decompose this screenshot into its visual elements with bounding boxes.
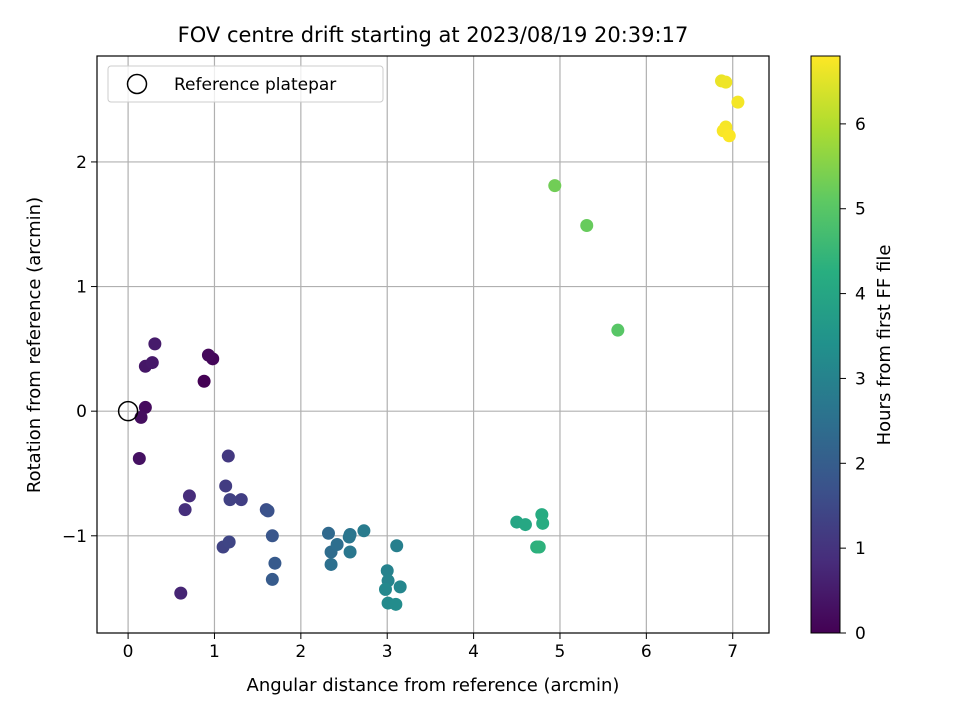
colorbar-title: Hours from first FF file [874, 245, 895, 446]
legend-label-reference: Reference platepar [174, 75, 336, 95]
y-tick-label: 2 [76, 153, 87, 173]
data-point [380, 564, 394, 578]
colorbar-tick-label: 6 [855, 115, 866, 135]
data-point [532, 540, 546, 554]
y-tick-label: −1 [62, 527, 87, 547]
data-point [219, 479, 233, 493]
y-tick-label: 1 [76, 278, 87, 298]
data-point [197, 374, 211, 388]
x-tick-label: 7 [727, 642, 738, 662]
data-point [324, 557, 338, 571]
data-point [234, 493, 248, 507]
data-point [389, 597, 403, 611]
x-axis-ticks: 0 1 2 3 4 5 6 7 [123, 633, 738, 662]
data-point [201, 348, 215, 362]
colorbar-tick-label: 4 [855, 285, 866, 305]
colorbar-gradient [810, 55, 841, 634]
data-point [145, 356, 159, 370]
reference-platepar-marker [117, 400, 139, 422]
colorbar: 0 1 2 3 4 5 6 Hours from first FF file [810, 55, 895, 644]
data-point [580, 218, 594, 232]
data-point [536, 516, 550, 530]
legend: Reference platepar [107, 65, 384, 103]
data-points [117, 74, 745, 611]
y-tick-label: 0 [76, 402, 87, 422]
data-point [719, 75, 733, 89]
data-point [221, 449, 235, 463]
x-tick-label: 6 [641, 642, 652, 662]
data-point [342, 530, 356, 544]
data-point [343, 545, 357, 559]
legend-box [107, 65, 384, 103]
data-point [132, 452, 146, 466]
x-tick-label: 3 [382, 642, 393, 662]
colorbar-tick-label: 0 [855, 624, 866, 644]
data-point [390, 539, 404, 553]
data-point [178, 503, 192, 517]
y-axis-ticks: −1 0 1 2 [62, 153, 97, 547]
data-point [357, 524, 371, 538]
data-point [265, 529, 279, 543]
x-tick-label: 2 [295, 642, 306, 662]
data-point [182, 489, 196, 503]
data-point [518, 518, 532, 532]
colorbar-tick-label: 2 [855, 454, 866, 474]
grid [97, 56, 769, 633]
x-tick-label: 0 [123, 642, 134, 662]
x-tick-label: 4 [468, 642, 479, 662]
data-point [268, 556, 282, 570]
data-point [265, 572, 279, 586]
legend-marker-reference [126, 73, 148, 95]
data-point [223, 493, 237, 507]
plot-frame [96, 55, 770, 634]
colorbar-tick-label: 3 [855, 369, 866, 389]
data-point [393, 580, 407, 594]
data-point [148, 337, 162, 351]
data-point [174, 586, 188, 600]
data-point [261, 504, 275, 518]
data-point [722, 129, 736, 143]
data-point [611, 323, 625, 337]
data-point [134, 410, 148, 424]
x-tick-label: 1 [209, 642, 220, 662]
data-point [731, 95, 745, 109]
data-point [222, 535, 236, 549]
chart-title: FOV centre drift starting at 2023/08/19 … [178, 23, 689, 47]
data-point [321, 526, 335, 540]
y-axis-title: Rotation from reference (arcmin) [24, 197, 45, 493]
colorbar-tick-label: 1 [855, 539, 866, 559]
x-axis-title: Angular distance from reference (arcmin) [247, 675, 620, 696]
data-point [378, 582, 392, 596]
data-point [548, 179, 562, 193]
x-tick-label: 5 [555, 642, 566, 662]
data-point [330, 538, 344, 552]
colorbar-ticks: 0 1 2 3 4 5 6 [840, 115, 866, 644]
data-point [138, 400, 152, 414]
colorbar-tick-label: 5 [855, 200, 866, 220]
